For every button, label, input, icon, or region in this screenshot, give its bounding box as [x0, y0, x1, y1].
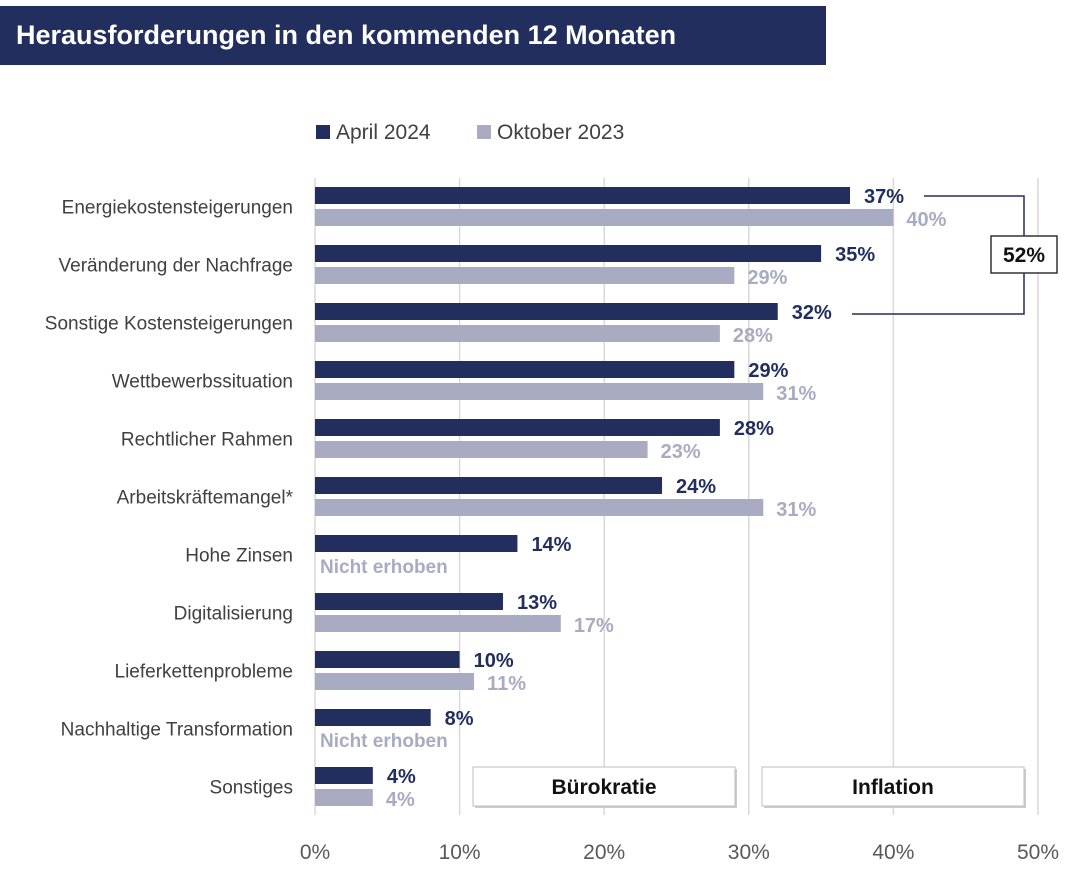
x-tick-label: 30% [728, 841, 770, 864]
bar-april [315, 593, 503, 610]
value-label-april: 24% [676, 476, 716, 498]
value-label-oktober: 29% [747, 267, 787, 289]
bar-oktober [315, 441, 648, 458]
bar-april [315, 303, 778, 320]
bar-oktober [315, 615, 561, 632]
title-bar: Herausforderungen in den kommenden 12 Mo… [0, 6, 826, 65]
bar-april [315, 361, 735, 378]
legend-label-april: April 2024 [336, 121, 431, 144]
bar-april [315, 535, 518, 552]
bar-oktober [315, 267, 735, 284]
category-label: Nachhaltige Transformation [61, 720, 293, 741]
legend-label-oktober: Oktober 2023 [497, 121, 624, 144]
legend-swatch-april [316, 125, 330, 139]
category-label: Lieferkettenprobleme [115, 662, 294, 683]
category-label: Digitalisierung [174, 604, 293, 625]
bar-april [315, 187, 851, 204]
bar-oktober [315, 789, 373, 806]
text-box [761, 766, 1025, 807]
bar-oktober [315, 209, 894, 226]
bar-oktober [315, 499, 764, 516]
bar-april [315, 767, 373, 784]
value-label-april: 35% [835, 244, 875, 266]
text-box-label: Inflation [852, 776, 934, 799]
not-surveyed-label: Nicht erhoben [320, 731, 448, 752]
category-label: Hohe Zinsen [185, 546, 293, 567]
value-label-oktober: 40% [906, 209, 946, 231]
x-tick-label: 0% [300, 841, 330, 864]
value-label-april: 8% [445, 708, 474, 730]
value-label-april: 28% [734, 418, 774, 440]
value-label-oktober: 23% [661, 441, 701, 463]
x-tick-label: 20% [583, 841, 625, 864]
value-label-april: 29% [748, 360, 788, 382]
bar-oktober [315, 325, 720, 342]
category-label: Arbeitskräftemangel* [117, 488, 294, 509]
bar-oktober [315, 673, 475, 690]
bar-april [315, 651, 460, 668]
x-tick-label: 10% [439, 841, 481, 864]
value-label-oktober: 31% [776, 499, 816, 521]
category-label: Energiekostensteigerungen [62, 198, 293, 219]
value-label-april: 13% [517, 592, 557, 614]
category-label: Veränderung der Nachfrage [59, 256, 294, 277]
category-label: Wettbewerbssituation [112, 372, 293, 393]
value-label-oktober: 11% [487, 673, 526, 695]
category-label: Sonstiges [210, 778, 293, 799]
bar-april [315, 419, 720, 436]
value-label-april: 4% [387, 766, 416, 788]
bar-april [315, 245, 822, 262]
not-surveyed-label: Nicht erhoben [320, 557, 448, 578]
category-label: Rechtlicher Rahmen [121, 430, 293, 451]
value-label-april: 37% [864, 186, 904, 208]
value-label-oktober: 17% [574, 615, 614, 637]
chart-title: Herausforderungen in den kommenden 12 Mo… [16, 20, 677, 50]
legend-swatch-oktober [477, 125, 491, 139]
category-label: Sonstige Kostensteigerungen [45, 314, 293, 335]
value-label-april: 10% [474, 650, 514, 672]
value-label-oktober: 31% [776, 383, 816, 405]
x-tick-label: 50% [1017, 841, 1059, 864]
value-label-april: 32% [792, 302, 832, 324]
value-label-oktober: 28% [733, 325, 773, 347]
value-label-april: 14% [531, 534, 571, 556]
text-box-label: Bürokratie [551, 776, 656, 799]
bracket-total-box [990, 235, 1058, 274]
bracket-total-label: 52% [1003, 244, 1045, 267]
bar-april [315, 477, 663, 494]
text-box [472, 766, 736, 807]
bar-oktober [315, 383, 764, 400]
bar-april [315, 709, 431, 726]
value-label-oktober: 4% [386, 789, 415, 811]
x-tick-label: 40% [872, 841, 914, 864]
